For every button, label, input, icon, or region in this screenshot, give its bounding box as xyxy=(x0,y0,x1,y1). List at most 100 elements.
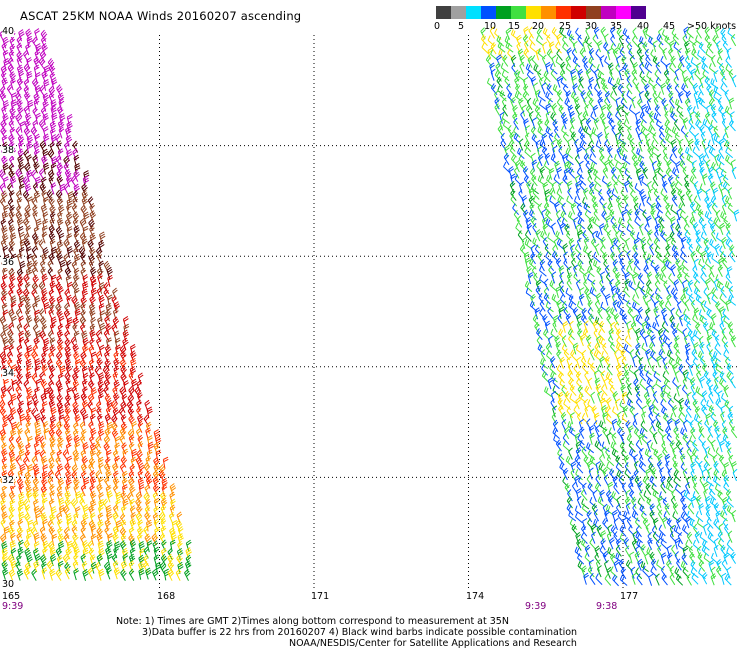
wind-barb xyxy=(91,280,97,293)
wind-barb xyxy=(23,91,31,104)
wind-barb xyxy=(663,153,670,166)
wind-barb xyxy=(604,574,612,586)
wind-barb xyxy=(695,363,702,376)
wind-barb xyxy=(686,439,692,453)
wind-barb xyxy=(185,560,192,573)
wind-barb xyxy=(606,48,613,61)
wind-barb xyxy=(562,174,570,187)
wind-barb xyxy=(638,461,646,473)
wind-barb xyxy=(695,322,702,335)
wind-barb xyxy=(617,292,624,305)
wind-barb xyxy=(673,75,680,88)
colorbar-label: >50 knots xyxy=(687,21,737,32)
wind-barb xyxy=(639,160,647,173)
wind-barb xyxy=(64,218,72,231)
wind-barb xyxy=(95,436,102,449)
colorbar-swatch xyxy=(496,6,511,19)
wind-barb xyxy=(167,553,174,566)
wind-barb xyxy=(654,287,663,300)
wind-barb xyxy=(538,99,547,111)
wind-barb xyxy=(624,180,630,193)
wind-barb xyxy=(594,425,600,438)
wind-barb xyxy=(654,69,662,82)
wind-barb xyxy=(726,496,734,508)
wind-barb xyxy=(146,406,153,419)
wind-barb xyxy=(716,154,725,166)
wind-barb xyxy=(683,76,689,89)
wind-barb xyxy=(670,138,677,152)
wind-barb xyxy=(709,265,715,278)
wind-barb xyxy=(153,456,160,470)
wind-barb xyxy=(594,342,602,355)
wind-barb xyxy=(545,209,553,221)
wind-barb xyxy=(620,432,626,445)
wind-barb xyxy=(715,363,724,375)
wind-barb xyxy=(633,258,641,271)
wind-barb xyxy=(542,27,551,39)
wind-barb xyxy=(519,61,525,75)
wind-barb xyxy=(119,358,127,371)
wind-barb xyxy=(104,427,112,440)
wind-barb xyxy=(39,140,47,153)
wind-barb xyxy=(559,356,566,369)
wind-barb xyxy=(543,292,551,305)
wind-barb xyxy=(41,294,48,307)
wind-barb xyxy=(504,76,511,88)
wind-barb xyxy=(679,159,687,172)
wind-barb xyxy=(571,257,577,270)
wind-barb xyxy=(654,314,660,327)
wind-barb xyxy=(603,377,609,390)
wind-barb xyxy=(551,390,557,404)
wind-barb xyxy=(631,510,640,522)
wind-barb xyxy=(526,180,532,193)
wind-barb xyxy=(64,357,72,370)
wind-barb xyxy=(540,358,549,369)
wind-barb xyxy=(699,341,705,354)
colorbar-swatch xyxy=(556,6,571,19)
wind-barb xyxy=(583,61,590,74)
wind-barb xyxy=(649,118,656,132)
wind-barb xyxy=(105,546,112,559)
wind-barb xyxy=(642,166,648,180)
wind-barb xyxy=(544,189,550,202)
wind-barb xyxy=(633,460,639,473)
wind-barb xyxy=(556,238,565,250)
wind-barb xyxy=(602,518,609,530)
wind-barb xyxy=(123,380,129,393)
wind-barb xyxy=(652,40,658,53)
wind-barb xyxy=(707,532,716,544)
wind-barb xyxy=(708,391,714,404)
wind-barb xyxy=(526,222,533,236)
wind-barb xyxy=(660,265,667,278)
wind-barb xyxy=(17,504,24,517)
wind-barb xyxy=(727,202,736,215)
wind-barb xyxy=(620,566,627,580)
wind-barb xyxy=(639,504,647,516)
wind-barb xyxy=(569,384,577,397)
wind-barb xyxy=(46,560,54,573)
wind-barb xyxy=(559,378,568,390)
wind-barb xyxy=(90,533,97,546)
wind-barb xyxy=(115,344,121,357)
wind-barb xyxy=(720,286,727,299)
wind-barb xyxy=(81,399,89,412)
wind-barb xyxy=(639,369,647,382)
wind-barb xyxy=(559,222,566,235)
wind-barb xyxy=(558,105,565,117)
wind-barb xyxy=(673,342,681,354)
wind-barb xyxy=(603,223,611,236)
wind-barb xyxy=(599,420,608,432)
wind-barb xyxy=(72,372,79,385)
wind-barb xyxy=(55,133,61,146)
wind-barb xyxy=(555,56,564,68)
wind-barb xyxy=(33,98,40,111)
wind-barb xyxy=(522,34,529,47)
wind-barb xyxy=(714,243,721,256)
wind-barb xyxy=(651,467,657,480)
wind-barb xyxy=(137,477,145,490)
wind-barb xyxy=(682,419,688,432)
wind-barb xyxy=(693,287,702,299)
wind-barb xyxy=(176,511,183,524)
wind-barb xyxy=(677,272,683,285)
wind-barb xyxy=(649,475,657,487)
